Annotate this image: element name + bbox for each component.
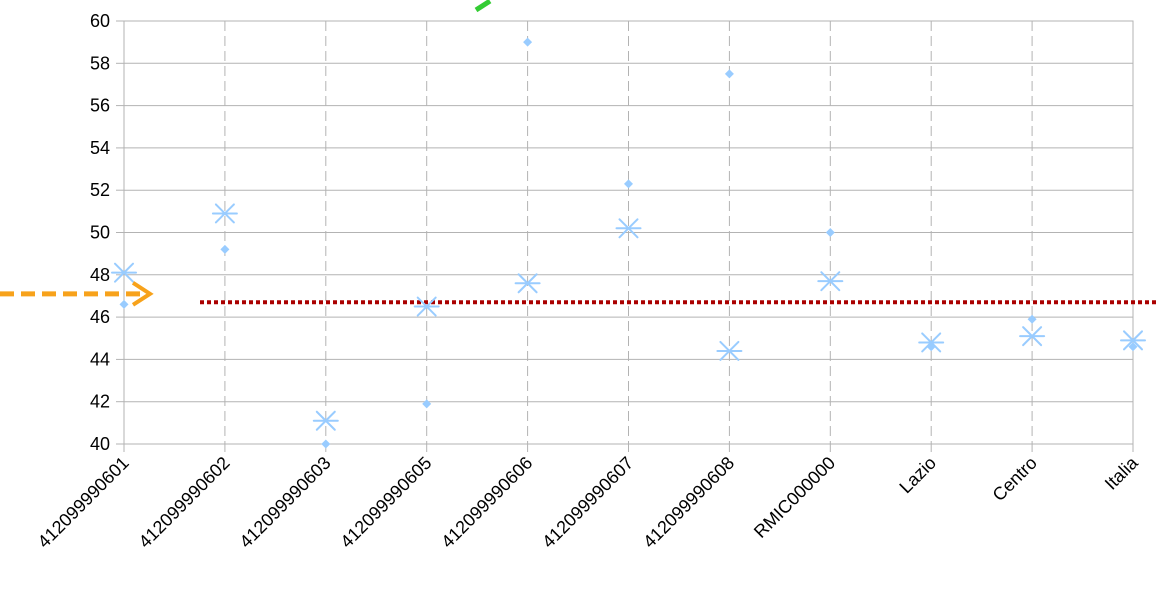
asterisk-point (817, 271, 844, 292)
asterisk-stroke (1022, 326, 1043, 347)
y-tick-label: 46 (90, 307, 110, 327)
annotations (0, 0, 492, 307)
asterisk-stroke (214, 203, 235, 224)
asterisk-stroke (618, 218, 639, 239)
y-tick-label: 48 (90, 265, 110, 285)
diamond-point (1128, 342, 1138, 352)
asterisk-point (312, 410, 339, 431)
x-tick-label: 412099990607 (538, 453, 637, 552)
chart-marks (111, 37, 1146, 449)
asterisk-stroke (114, 262, 134, 283)
green-line-fragment (474, 0, 492, 13)
asterisk-point (111, 262, 137, 283)
diamond-point (422, 399, 432, 409)
asterisk-stroke (315, 410, 336, 431)
x-tick-label: Lazio (895, 453, 940, 498)
y-tick-label: 50 (90, 223, 110, 243)
y-tick-label: 58 (90, 53, 110, 73)
x-tick-label: RMIC000000 (750, 453, 839, 542)
plot-frame (123, 20, 1134, 445)
diamond-point (119, 299, 129, 309)
y-tick-label: 54 (90, 138, 110, 158)
diamond-point (321, 439, 331, 449)
diamond-point (624, 179, 633, 189)
asterisk-point (514, 273, 541, 294)
diamond-point (523, 37, 533, 47)
asterisk-stroke (517, 273, 538, 294)
y-tick-label: 60 (90, 11, 110, 31)
x-tick-label: 412099990606 (437, 453, 536, 552)
x-tick-label: 412099990602 (135, 453, 234, 552)
asterisk-point (716, 340, 743, 361)
x-tick-label: 412099990601 (34, 453, 133, 552)
x-tick-label: 412099990608 (639, 453, 738, 552)
x-tick-label: 412099990603 (236, 453, 335, 552)
x-tick-label: Centro (989, 453, 1041, 505)
orange-arrow-head (131, 281, 154, 307)
asterisk-stroke (1123, 330, 1143, 351)
y-tick-labels: 40 42 44 46 48 50 52 54 56 58 60 (90, 11, 110, 454)
y-tick-label: 42 (90, 392, 110, 412)
asterisk-point (413, 296, 440, 317)
y-tick-label: 40 (90, 434, 110, 454)
diamond-point (220, 244, 230, 254)
diamond-point (1027, 314, 1037, 324)
x-tick-labels: 412099990601 412099990602 412099990603 4120… (34, 452, 1143, 552)
asterisk-stroke (416, 296, 437, 317)
y-tick-label: 44 (90, 349, 110, 369)
y-tick-label: 52 (90, 180, 110, 200)
asterisk-stroke (921, 332, 942, 353)
asterisk-stroke (719, 340, 740, 361)
asterisk-point (1019, 326, 1046, 347)
asterisk-stroke (820, 271, 841, 292)
asterisk-point (918, 332, 945, 353)
chart-grid (123, 20, 1134, 445)
asterisk-point (615, 218, 642, 239)
x-tick-label: Italia (1101, 452, 1143, 494)
asterisk-point (1120, 330, 1146, 351)
diamond-point (724, 69, 734, 79)
chart-axes (116, 20, 1134, 452)
x-tick-label: 412099990605 (336, 453, 435, 552)
y-tick-label: 56 (90, 96, 110, 116)
asterisk-point (211, 203, 238, 224)
diamond-point (825, 228, 835, 237)
